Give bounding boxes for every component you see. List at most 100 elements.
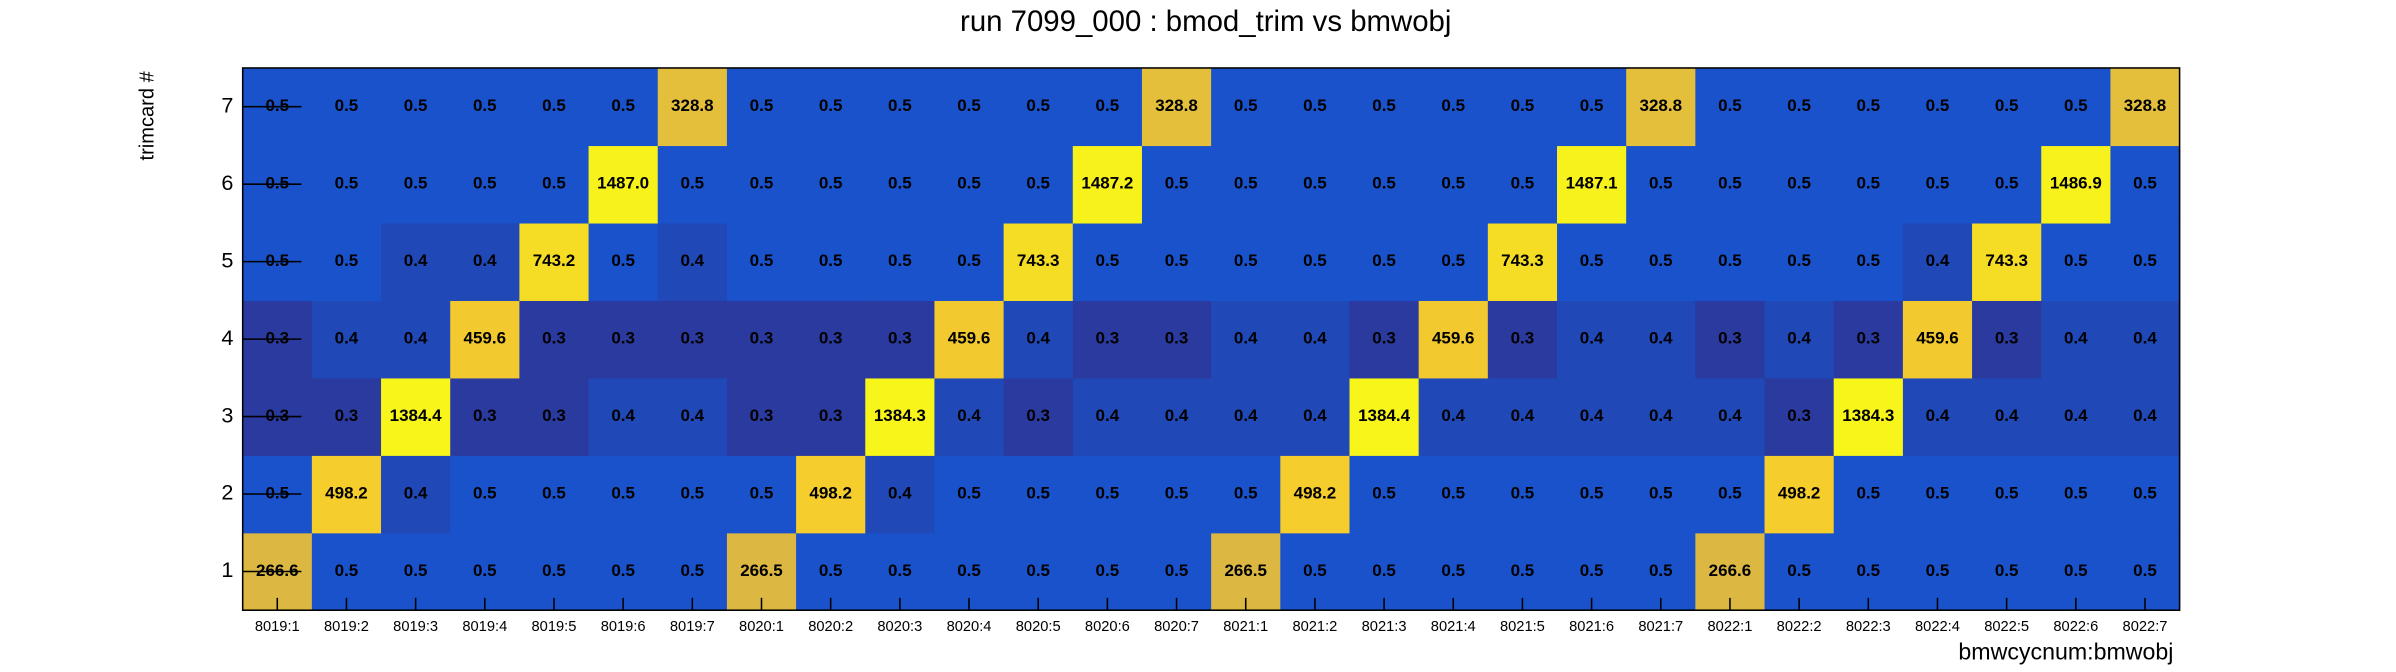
cell-label: 0.4 xyxy=(473,251,497,270)
heatmap-cell xyxy=(796,377,866,456)
cell-label: 328.8 xyxy=(2124,96,2167,115)
cell-label: 0.5 xyxy=(1787,96,1811,115)
cell-label: 0.5 xyxy=(611,251,635,270)
heatmap-cell xyxy=(934,67,1005,147)
cell-label: 0.5 xyxy=(1234,251,1258,270)
heatmap-cell xyxy=(2110,377,2181,456)
cell-label: 0.5 xyxy=(404,561,428,580)
heatmap-cell xyxy=(2110,67,2181,147)
heatmap-cell xyxy=(1972,67,2042,147)
heatmap-cell xyxy=(1487,532,1558,611)
heatmap-cell xyxy=(519,300,590,379)
heatmap-cell xyxy=(381,222,451,301)
cell-label: 0.5 xyxy=(404,96,428,115)
cell-label: 0.4 xyxy=(1165,406,1189,425)
heatmap-cell xyxy=(1141,300,1212,379)
heatmap-cell xyxy=(1141,222,1212,301)
cell-label: 0.5 xyxy=(1580,561,1604,580)
cell-label: 0.5 xyxy=(2133,561,2157,580)
cell-label: 0.3 xyxy=(1026,406,1050,425)
heatmap-cell xyxy=(1072,377,1143,456)
x-tick-label: 8022:7 xyxy=(2123,619,2168,635)
heatmap-cell xyxy=(1072,532,1143,611)
cell-label: 0.4 xyxy=(957,406,981,425)
cell-label: 0.5 xyxy=(611,484,635,503)
cell-label: 459.6 xyxy=(464,329,507,348)
heatmap-cell xyxy=(1695,532,1766,611)
cell-label: 0.5 xyxy=(750,251,774,270)
heatmap-cell xyxy=(796,67,866,147)
cell-label: 0.5 xyxy=(1511,484,1535,503)
cell-label: 0.5 xyxy=(1372,561,1396,580)
heatmap-cell xyxy=(1764,145,1835,224)
cell-label: 328.8 xyxy=(1155,96,1198,115)
heatmap-cell xyxy=(1764,532,1835,611)
heatmap-cell xyxy=(519,67,590,147)
cell-label: 0.3 xyxy=(1511,329,1535,348)
heatmap-cell xyxy=(1487,455,1558,534)
cell-label: 0.5 xyxy=(1856,251,1880,270)
heatmap-cell xyxy=(1902,300,1973,379)
x-tick-label: 8021:2 xyxy=(1292,619,1337,635)
cell-label: 0.4 xyxy=(1718,406,1742,425)
cell-label: 0.4 xyxy=(1580,329,1604,348)
cell-label: 0.3 xyxy=(611,329,635,348)
cell-label: 0.5 xyxy=(1511,561,1535,580)
heatmap-cell xyxy=(1902,222,1973,301)
cell-label: 0.5 xyxy=(542,96,566,115)
heatmap-cell xyxy=(1072,222,1143,301)
cell-label: 0.3 xyxy=(1856,329,1880,348)
heatmap-cell xyxy=(519,532,590,611)
cell-label: 0.5 xyxy=(1787,174,1811,193)
heatmap-cell xyxy=(934,377,1005,456)
y-tick-label: 5 xyxy=(221,247,233,272)
heatmap-cell xyxy=(657,67,728,147)
heatmap-cell xyxy=(1418,300,1489,379)
heatmap-cell xyxy=(1418,67,1489,147)
heatmap-cell xyxy=(1003,455,1074,534)
cell-label: 0.4 xyxy=(1649,406,1673,425)
cell-label: 328.8 xyxy=(1640,96,1683,115)
heatmap-cell xyxy=(1626,377,1696,456)
heatmap-cell xyxy=(1072,300,1143,379)
cell-label: 0.3 xyxy=(265,406,289,425)
heatmap-cell xyxy=(1211,377,1281,456)
cell-label: 0.5 xyxy=(1026,484,1050,503)
cell-label: 0.5 xyxy=(888,174,912,193)
heatmap-cell xyxy=(1764,377,1835,456)
heatmap-cell xyxy=(1626,300,1696,379)
cell-label: 0.5 xyxy=(1926,561,1950,580)
cell-label: 0.5 xyxy=(888,561,912,580)
cell-label: 0.5 xyxy=(1165,251,1189,270)
cell-label: 743.3 xyxy=(1017,251,1060,270)
heatmap-cell xyxy=(1695,145,1766,224)
heatmap-cell xyxy=(1280,455,1351,534)
cell-label: 0.4 xyxy=(1303,329,1327,348)
x-tick-label: 8021:1 xyxy=(1223,619,1268,635)
heatmap-cell xyxy=(588,300,659,379)
cell-label: 0.3 xyxy=(819,329,843,348)
heatmap-cell xyxy=(1211,455,1281,534)
heatmap-cell xyxy=(1141,377,1212,456)
heatmap-cell xyxy=(1280,377,1351,456)
heatmap-cell xyxy=(865,377,936,456)
cell-label: 0.5 xyxy=(1372,484,1396,503)
cell-label: 0.5 xyxy=(1096,251,1120,270)
heatmap-cell xyxy=(588,532,659,611)
x-tick-label: 8021:4 xyxy=(1431,619,1476,635)
cell-label: 0.5 xyxy=(888,251,912,270)
heatmap-cell xyxy=(1141,67,1212,147)
cell-label: 0.5 xyxy=(1856,561,1880,580)
heatmap-cell xyxy=(1418,377,1489,456)
heatmap-cell xyxy=(796,300,866,379)
heatmap-cell xyxy=(311,145,382,224)
cell-label: 0.3 xyxy=(1372,329,1396,348)
cell-label: 0.5 xyxy=(1303,96,1327,115)
heatmap-cell xyxy=(1280,300,1351,379)
heatmap-cell xyxy=(1418,455,1489,534)
cell-label: 0.5 xyxy=(1787,561,1811,580)
heatmap-cell xyxy=(1349,67,1420,147)
heatmap-cell xyxy=(519,145,590,224)
cell-label: 0.5 xyxy=(1787,251,1811,270)
cell-label: 0.5 xyxy=(542,484,566,503)
